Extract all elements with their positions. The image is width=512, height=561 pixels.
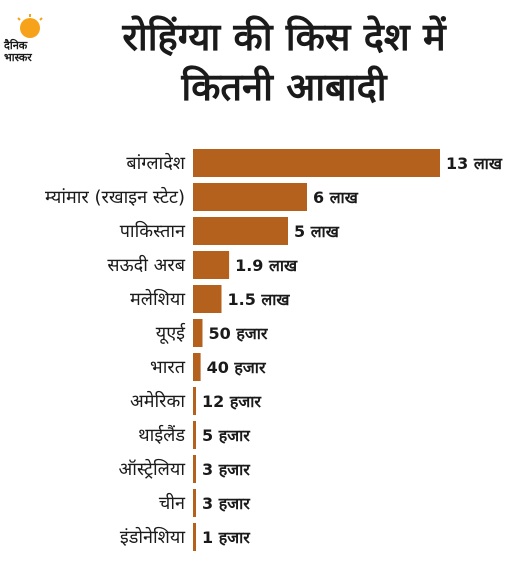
data-label: 12 हजार: [202, 392, 262, 411]
data-label: 1.9 लाख: [235, 256, 298, 275]
category-label: इंडोनेशिया: [120, 526, 185, 548]
title-line2: कितनी आबादी: [181, 65, 387, 109]
category-label: म्यांमार (रखाइन स्टेट): [45, 186, 185, 208]
bar: [193, 455, 196, 483]
bar: [193, 149, 440, 177]
bar: [193, 319, 203, 347]
data-label: 40 हजार: [207, 358, 267, 377]
category-label: सऊदी अरब: [107, 254, 185, 276]
logo-text: दैनिक भास्कर: [4, 40, 56, 64]
category-label: चीन: [159, 492, 186, 514]
category-label: मलेशिया: [130, 288, 185, 310]
category-label: भारत: [150, 357, 186, 378]
bar: [193, 523, 196, 551]
category-label: ऑस्ट्रेलिया: [119, 458, 186, 480]
sun-icon: [17, 14, 43, 38]
bar: [193, 387, 196, 415]
bar: [193, 421, 196, 449]
category-label: पाकिस्तान: [120, 220, 186, 242]
data-label: 5 हजार: [202, 426, 251, 445]
data-label: 6 लाख: [313, 188, 359, 207]
data-label: 3 हजार: [202, 494, 251, 513]
data-label: 3 हजार: [202, 460, 251, 479]
data-label: 13 लाख: [446, 154, 503, 173]
category-label: बांग्लादेश: [126, 152, 185, 174]
data-label: 50 हजार: [209, 324, 269, 343]
chart-title: रोहिंग्या की किस देश में कितनी आबादी: [64, 12, 504, 112]
bar: [193, 217, 288, 245]
data-label: 1.5 लाख: [228, 290, 291, 309]
logo-line2: भास्कर: [4, 51, 32, 64]
category-label: अमेरिका: [130, 390, 185, 412]
data-label: 5 लाख: [294, 222, 340, 241]
dainik-bhaskar-logo: दैनिक भास्कर: [4, 14, 56, 74]
title-line1: रोहिंग्या की किस देश में: [122, 15, 446, 59]
bar: [193, 251, 230, 279]
bar: [193, 183, 307, 211]
category-label: थाईलैंड: [138, 424, 185, 446]
bar: [193, 285, 222, 313]
category-label: यूएई: [156, 322, 186, 344]
bar: [193, 353, 201, 381]
data-label: 1 हजार: [202, 528, 251, 547]
bar: [193, 489, 196, 517]
logo-line1: दैनिक: [4, 39, 28, 52]
